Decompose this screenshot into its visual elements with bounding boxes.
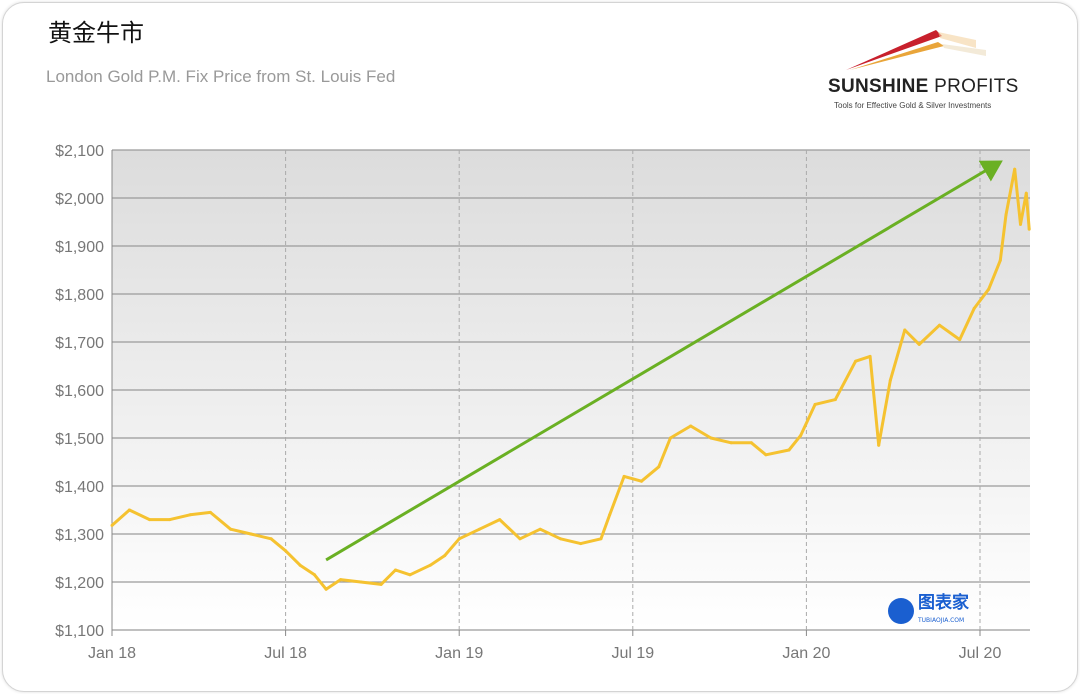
data-point bbox=[668, 436, 672, 440]
data-point bbox=[298, 563, 302, 567]
data-point bbox=[498, 518, 502, 522]
y-tick-label: $1,600 bbox=[55, 383, 104, 400]
data-point bbox=[284, 549, 288, 553]
data-point bbox=[599, 537, 603, 541]
data-point bbox=[787, 448, 791, 452]
data-point bbox=[972, 306, 976, 310]
data-point bbox=[477, 527, 481, 531]
data-point bbox=[168, 518, 172, 522]
tubiaojia-watermark: 图表家 TUBIAOJIA.COM bbox=[888, 594, 969, 630]
data-point bbox=[833, 398, 837, 402]
data-point bbox=[998, 258, 1002, 262]
logo-tagline: Tools for Effective Gold & Silver Invest… bbox=[834, 101, 992, 110]
data-point bbox=[608, 513, 612, 517]
x-tick-label: Jul 19 bbox=[611, 645, 654, 662]
data-point bbox=[394, 568, 398, 572]
data-point bbox=[877, 443, 881, 447]
data-point bbox=[917, 342, 921, 346]
data-point bbox=[709, 436, 713, 440]
data-point bbox=[188, 513, 192, 517]
data-point bbox=[749, 441, 753, 445]
y-tick-label: $1,400 bbox=[55, 479, 104, 496]
data-point bbox=[313, 573, 317, 577]
data-point bbox=[764, 453, 768, 457]
data-point bbox=[799, 434, 803, 438]
data-point bbox=[813, 402, 817, 406]
data-point bbox=[1013, 167, 1017, 171]
x-tick-label: Jul 20 bbox=[959, 645, 1002, 662]
data-point bbox=[622, 474, 626, 478]
data-point bbox=[657, 465, 661, 469]
x-tick-label: Jan 18 bbox=[88, 645, 136, 662]
watermark-sub: TUBIAOJIA.COM bbox=[918, 617, 965, 624]
watermark-text: 图表家 bbox=[918, 593, 969, 613]
data-point bbox=[208, 510, 212, 514]
data-point bbox=[854, 359, 858, 363]
data-point bbox=[558, 537, 562, 541]
data-point bbox=[937, 323, 941, 327]
data-point bbox=[339, 578, 343, 582]
data-point bbox=[408, 573, 412, 577]
data-point bbox=[958, 338, 962, 342]
y-tick-label: $1,900 bbox=[55, 239, 104, 256]
watermark-head-icon bbox=[888, 598, 914, 624]
y-tick-label: $2,000 bbox=[55, 191, 104, 208]
data-point bbox=[1004, 213, 1008, 217]
x-tick-label: Jul 18 bbox=[264, 645, 307, 662]
data-point bbox=[729, 441, 733, 445]
y-tick-label: $2,100 bbox=[55, 143, 104, 160]
sunshine-profits-logo: SUNSHINE PROFITS Tools for Effective Gol… bbox=[826, 20, 1036, 120]
y-tick-label: $1,800 bbox=[55, 287, 104, 304]
data-point bbox=[428, 563, 432, 567]
y-tick-label: $1,500 bbox=[55, 431, 104, 448]
data-point bbox=[1027, 227, 1031, 231]
chart-title: 黄金牛市 bbox=[48, 19, 144, 47]
y-tick-label: $1,700 bbox=[55, 335, 104, 352]
gold-price-line bbox=[111, 167, 1031, 591]
data-point bbox=[538, 527, 542, 531]
x-tick-label: Jan 19 bbox=[435, 645, 483, 662]
data-point bbox=[579, 542, 583, 546]
logo-rays-icon bbox=[846, 30, 986, 70]
data-point bbox=[1024, 191, 1028, 195]
trend-arrow bbox=[325, 160, 1003, 562]
data-point bbox=[868, 354, 872, 358]
data-point bbox=[987, 287, 991, 291]
data-point bbox=[518, 537, 522, 541]
data-point bbox=[249, 532, 253, 536]
data-point bbox=[903, 328, 907, 332]
data-point bbox=[457, 537, 461, 541]
y-tick-label: $1,200 bbox=[55, 575, 104, 592]
data-point bbox=[359, 580, 363, 584]
data-point bbox=[324, 587, 328, 591]
y-tick-label: $1,300 bbox=[55, 527, 104, 544]
data-point bbox=[379, 582, 383, 586]
data-point bbox=[110, 523, 114, 527]
data-point bbox=[148, 518, 152, 522]
data-point bbox=[1019, 222, 1023, 226]
data-point bbox=[639, 479, 643, 483]
y-tick-label: $1,100 bbox=[55, 623, 104, 640]
logo-name: SUNSHINE PROFITS bbox=[828, 76, 1019, 97]
data-point bbox=[229, 527, 233, 531]
x-tick-label: Jan 20 bbox=[782, 645, 830, 662]
data-point bbox=[443, 554, 447, 558]
data-point bbox=[127, 508, 131, 512]
data-point bbox=[689, 424, 693, 428]
data-point bbox=[269, 537, 273, 541]
chart-subtitle: London Gold P.M. Fix Price from St. Loui… bbox=[46, 67, 396, 86]
data-point bbox=[888, 378, 892, 382]
